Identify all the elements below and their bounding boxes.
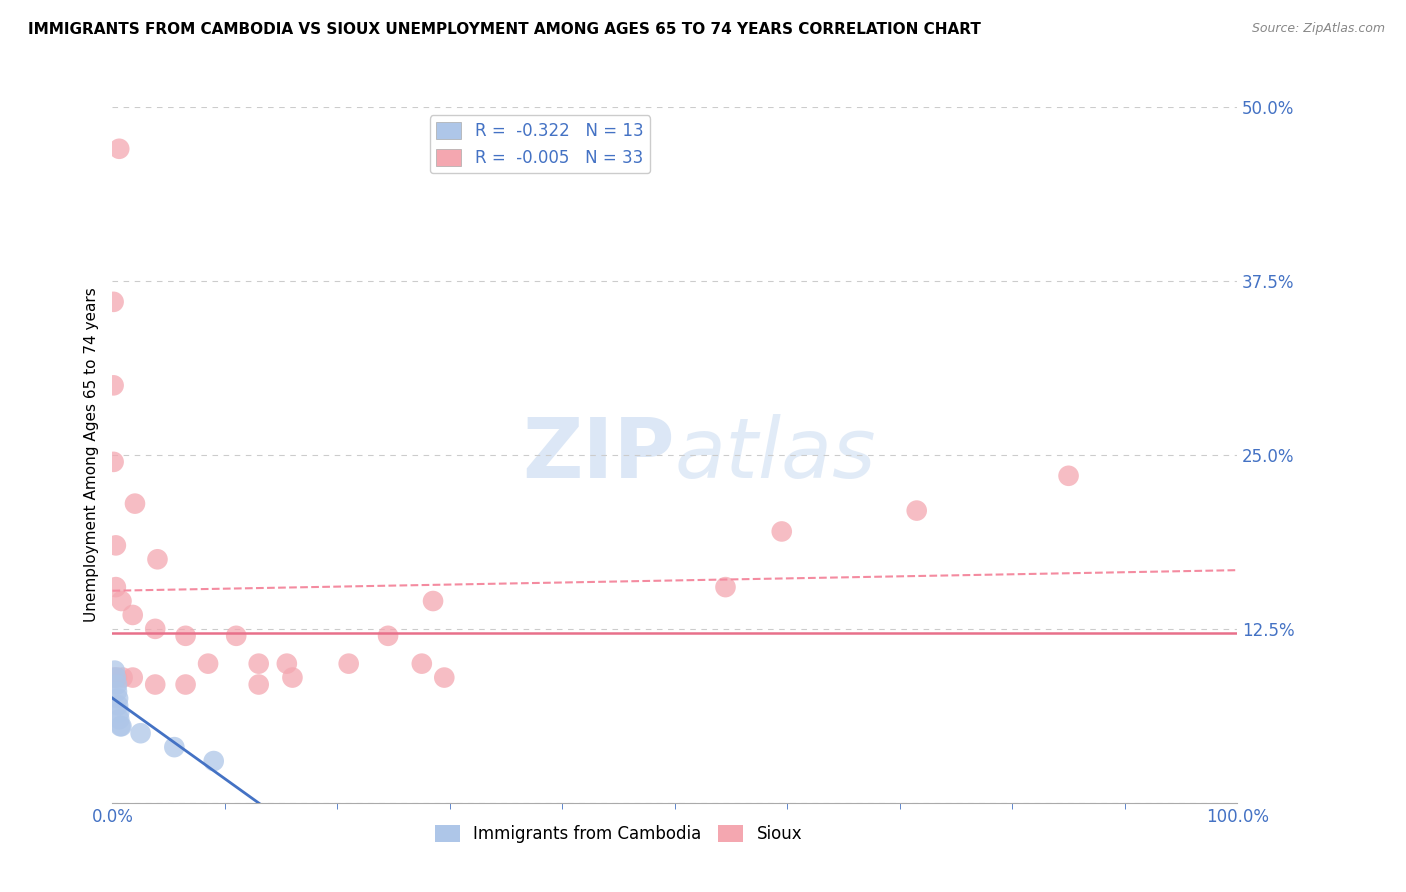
Point bbox=[121, 671, 143, 685]
Point bbox=[103, 294, 125, 309]
Point bbox=[107, 691, 129, 706]
Point bbox=[276, 657, 298, 671]
Point bbox=[108, 712, 131, 726]
Point bbox=[146, 552, 169, 566]
Y-axis label: Unemployment Among Ages 65 to 74 years: Unemployment Among Ages 65 to 74 years bbox=[83, 287, 98, 623]
Point bbox=[110, 719, 132, 733]
Legend: Immigrants from Cambodia, Sioux: Immigrants from Cambodia, Sioux bbox=[429, 819, 808, 850]
Point bbox=[108, 706, 131, 720]
Point bbox=[129, 726, 152, 740]
Point bbox=[1057, 468, 1080, 483]
Point bbox=[714, 580, 737, 594]
Point bbox=[103, 671, 125, 685]
Point bbox=[105, 677, 128, 691]
Point bbox=[107, 698, 129, 713]
Point bbox=[103, 378, 125, 392]
Point bbox=[105, 684, 128, 698]
Point bbox=[905, 503, 928, 517]
Text: atlas: atlas bbox=[675, 415, 876, 495]
Point bbox=[108, 142, 131, 156]
Point bbox=[337, 657, 360, 671]
Point bbox=[225, 629, 247, 643]
Point bbox=[143, 622, 166, 636]
Point bbox=[202, 754, 225, 768]
Point bbox=[247, 657, 270, 671]
Point bbox=[770, 524, 793, 539]
Point bbox=[110, 594, 132, 608]
Point bbox=[121, 607, 143, 622]
Point bbox=[104, 671, 127, 685]
Point bbox=[111, 671, 134, 685]
Point bbox=[110, 719, 132, 733]
Point bbox=[411, 657, 433, 671]
Point bbox=[143, 677, 166, 691]
Point bbox=[247, 677, 270, 691]
Point bbox=[124, 497, 146, 511]
Point bbox=[377, 629, 399, 643]
Point bbox=[174, 677, 197, 691]
Point bbox=[281, 671, 304, 685]
Point bbox=[104, 664, 127, 678]
Point bbox=[104, 538, 127, 552]
Point bbox=[104, 580, 127, 594]
Point bbox=[197, 657, 219, 671]
Point bbox=[433, 671, 456, 685]
Point bbox=[105, 671, 128, 685]
Text: ZIP: ZIP bbox=[523, 415, 675, 495]
Point bbox=[163, 740, 186, 755]
Text: Source: ZipAtlas.com: Source: ZipAtlas.com bbox=[1251, 22, 1385, 36]
Point bbox=[422, 594, 444, 608]
Text: IMMIGRANTS FROM CAMBODIA VS SIOUX UNEMPLOYMENT AMONG AGES 65 TO 74 YEARS CORRELA: IMMIGRANTS FROM CAMBODIA VS SIOUX UNEMPL… bbox=[28, 22, 981, 37]
Point bbox=[103, 455, 125, 469]
Point bbox=[174, 629, 197, 643]
